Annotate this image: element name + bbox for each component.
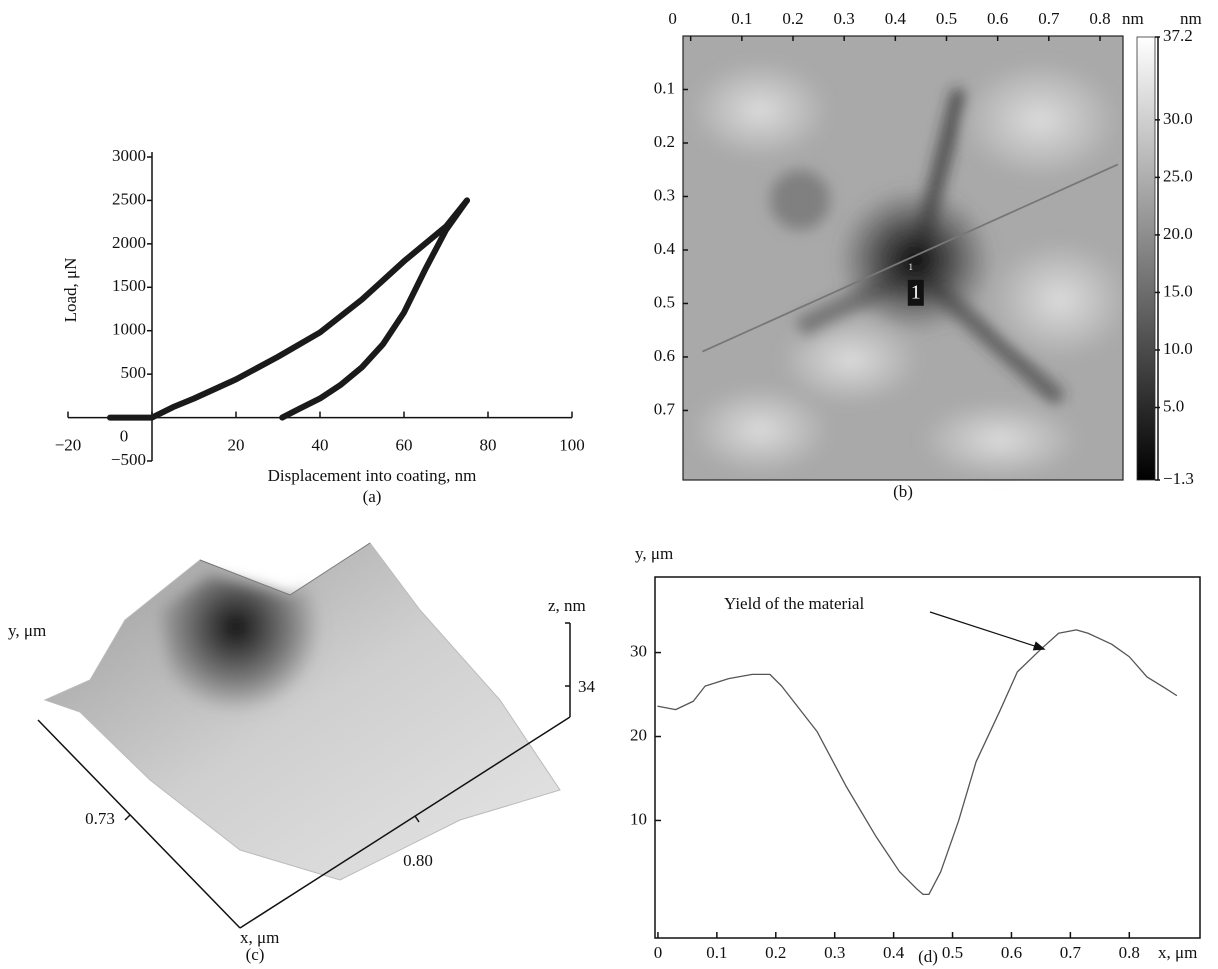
x-unit: nm (1122, 9, 1144, 28)
x-tick-label: 60 (396, 435, 413, 454)
colorbar-tick-label: 30.0 (1163, 109, 1193, 128)
x-tick-label: 0.1 (706, 943, 727, 962)
colorbar-tick-label: 20.0 (1163, 224, 1193, 243)
x-tick-label: 0.4 (883, 943, 905, 962)
x-tick-label: 0.8 (1119, 943, 1140, 962)
data-line (279, 197, 470, 421)
y-tick-label: 0.7 (654, 399, 676, 418)
x-tick-label: 0 (654, 943, 663, 962)
y-tick-label: 1000 (112, 320, 146, 339)
data-line (107, 197, 470, 421)
y-tick-label: 30 (630, 641, 647, 660)
colorbar (1136, 36, 1156, 481)
y-tick-label: 1500 (112, 276, 146, 295)
x-tick-label: 100 (559, 435, 585, 454)
plot-frame (654, 576, 1201, 939)
x-tick-label: 0.8 (1089, 9, 1110, 28)
caption: (a) (363, 487, 382, 506)
y-tick-label: 0.4 (654, 239, 676, 258)
marker-label: 1 (911, 281, 921, 303)
caption: (d) (918, 947, 938, 966)
x-tick-label: 0.3 (834, 9, 855, 28)
annotation-arrow (929, 611, 1046, 651)
x-tick (414, 815, 420, 823)
x-tick-label: 0.4 (885, 9, 907, 28)
x-axis-title: x, μm (240, 928, 279, 947)
y-tick-label: 0.5 (654, 292, 675, 311)
colorbar-tick-label: 10.0 (1163, 339, 1193, 358)
y-tick-label: 10 (630, 809, 647, 828)
surface-plot (37, 542, 571, 929)
x-tick-label: 0.1 (731, 9, 752, 28)
x-tick-label: 0.7 (1038, 9, 1060, 28)
y-tick-label: 0.6 (654, 346, 675, 365)
colorbar-title: nm (1180, 9, 1202, 28)
colorbar-tick-label: 5.0 (1163, 396, 1184, 415)
profile-line (702, 163, 1119, 353)
z-tick-label: 34 (578, 677, 596, 696)
colorbar-tick-label: 25.0 (1163, 166, 1193, 185)
y-tick-label: 20 (630, 725, 647, 744)
y-tick-label: 0.73 (85, 809, 115, 828)
annotation: Yield of the material (724, 594, 864, 613)
y-axis-title: Load, μN (61, 258, 80, 323)
y-axis-title: y, μm (8, 621, 46, 640)
x-axis-title: x, μm (1158, 943, 1197, 962)
y-tick-label: 0.3 (654, 185, 675, 204)
y-axis-title: y, μm (635, 544, 673, 563)
y-tick (124, 814, 131, 821)
y-tick-label: −500 (111, 450, 146, 469)
x-tick-label: 0.80 (403, 851, 433, 870)
colorbar-tick-label: 37.2 (1163, 26, 1193, 45)
caption: (b) (893, 482, 913, 501)
x-tick-label: 40 (312, 435, 329, 454)
x-tick-label: 0.6 (987, 9, 1008, 28)
x-tick-label: 0.7 (1060, 943, 1082, 962)
y-tick-label: 2500 (112, 189, 146, 208)
z-axis-title: z, nm (548, 596, 586, 615)
x-tick-label: 0 (668, 9, 677, 28)
y-tick-label: 3000 (112, 146, 146, 165)
marker-box (907, 279, 924, 306)
x-tick-label: 0.6 (1001, 943, 1022, 962)
y-tick-label: 500 (121, 363, 147, 382)
x-tick-label: 0.2 (765, 943, 786, 962)
y-tick-label: 2000 (112, 233, 146, 252)
afm-image (682, 35, 1130, 481)
x-tick-label: −20 (55, 435, 82, 454)
y-tick-label: 0.2 (654, 132, 675, 151)
y-tick-label: 0.1 (654, 78, 675, 97)
marker-label-small: 1 (909, 262, 914, 272)
x-axis-title: Displacement into coating, nm (268, 466, 477, 485)
x-tick-label: 0.5 (936, 9, 957, 28)
caption: (c) (246, 945, 265, 964)
x-tick-label: 20 (228, 435, 245, 454)
x-tick-label: 80 (480, 435, 497, 454)
x-tick-label: 0.3 (824, 943, 845, 962)
x-tick-label: 0.2 (782, 9, 803, 28)
x-tick-label: 0.5 (942, 943, 963, 962)
x-tick-label: 0 (120, 426, 129, 445)
colorbar-tick-label: −1.3 (1163, 469, 1194, 488)
data-line (657, 629, 1178, 895)
colorbar-tick-label: 15.0 (1163, 281, 1193, 300)
